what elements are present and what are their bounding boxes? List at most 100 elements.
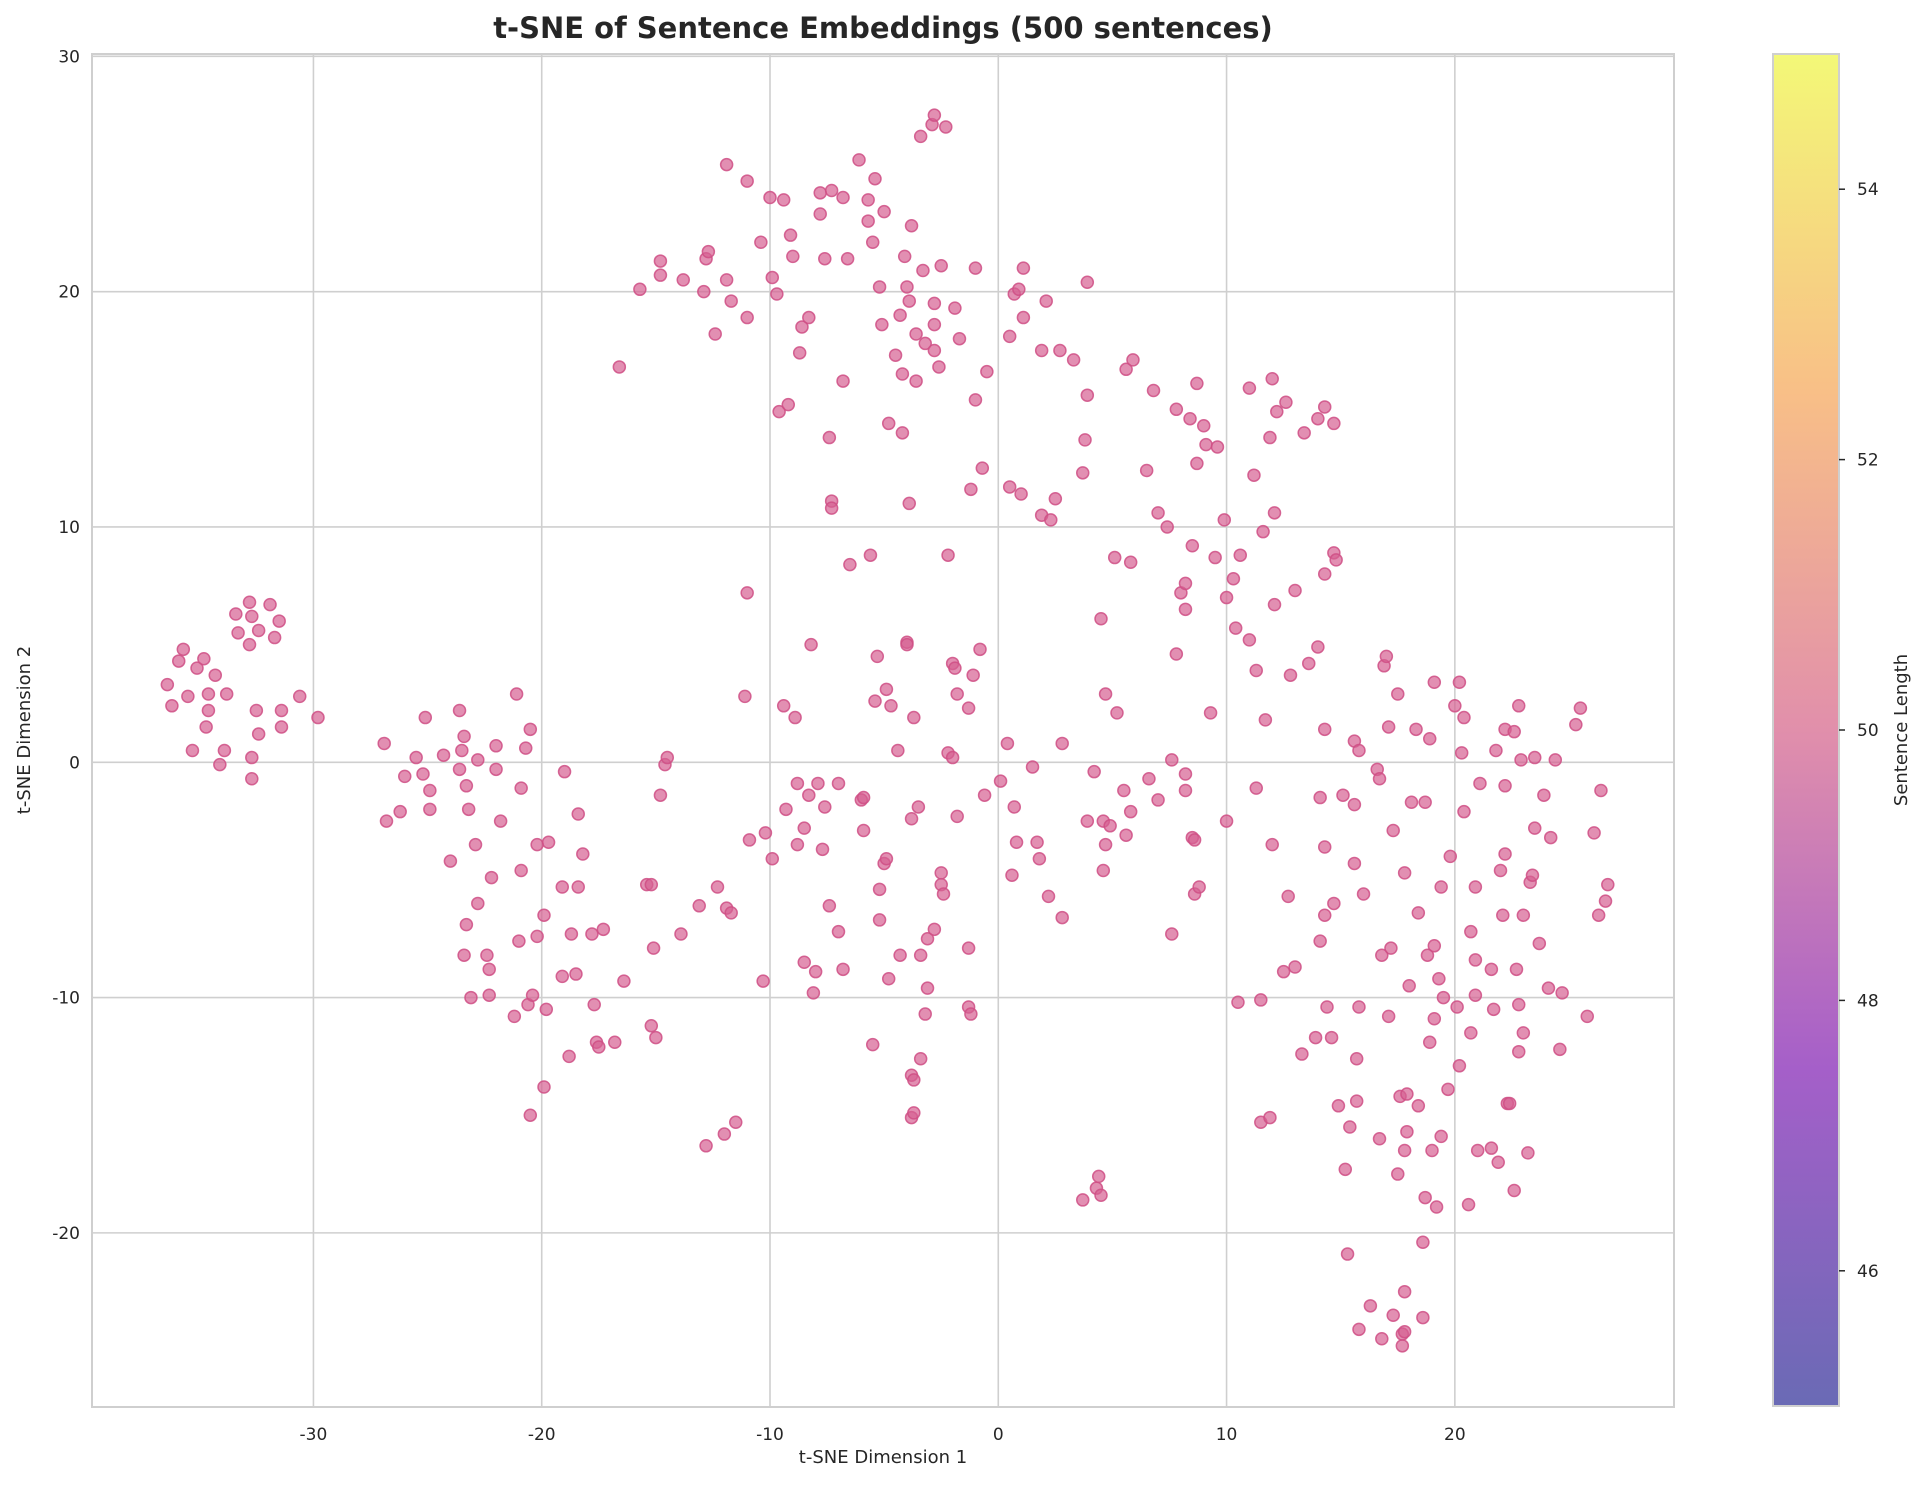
data-point bbox=[875, 317, 889, 332]
data-point bbox=[1308, 1030, 1323, 1045]
data-point bbox=[1356, 887, 1371, 901]
data-point bbox=[617, 974, 631, 988]
data-point bbox=[934, 259, 948, 273]
data-point bbox=[1527, 750, 1542, 765]
data-point bbox=[1418, 1190, 1432, 1205]
data-point bbox=[219, 687, 234, 701]
data-point bbox=[464, 990, 478, 1005]
data-point bbox=[493, 814, 508, 828]
data-point bbox=[457, 729, 471, 744]
data-point bbox=[245, 609, 259, 624]
data-point bbox=[1317, 400, 1332, 414]
data-point bbox=[1000, 736, 1015, 751]
data-point bbox=[895, 426, 910, 440]
data-point bbox=[1187, 833, 1202, 847]
data-point bbox=[950, 809, 964, 824]
data-point bbox=[1457, 804, 1471, 819]
data-point bbox=[900, 637, 914, 652]
data-point bbox=[1178, 783, 1193, 798]
data-point bbox=[190, 661, 204, 675]
x-tick: -10 bbox=[756, 1425, 784, 1445]
data-point bbox=[717, 1127, 732, 1141]
data-point bbox=[418, 710, 433, 725]
data-point bbox=[181, 689, 195, 704]
data-point bbox=[879, 682, 894, 697]
data-point bbox=[644, 1019, 659, 1033]
data-point bbox=[701, 244, 716, 259]
data-point bbox=[719, 273, 734, 287]
chart-title: t-SNE of Sentence Embeddings (500 senten… bbox=[493, 11, 1273, 45]
data-point bbox=[1016, 310, 1031, 325]
data-point bbox=[1461, 1197, 1476, 1212]
data-point bbox=[482, 962, 496, 977]
data-point bbox=[804, 637, 818, 652]
data-point bbox=[900, 280, 914, 294]
data-point bbox=[263, 597, 277, 612]
data-point bbox=[1422, 731, 1437, 746]
data-point bbox=[1386, 823, 1400, 838]
data-point bbox=[1103, 819, 1117, 833]
data-point bbox=[1098, 837, 1113, 852]
data-point bbox=[1452, 1059, 1467, 1073]
data-point bbox=[913, 948, 928, 962]
data-point bbox=[818, 251, 832, 266]
data-point bbox=[1053, 343, 1067, 358]
data-point bbox=[879, 851, 894, 866]
data-point bbox=[856, 823, 871, 838]
data-point bbox=[644, 877, 659, 892]
data-point bbox=[776, 699, 791, 713]
data-point bbox=[1080, 275, 1095, 289]
data-point bbox=[489, 762, 503, 777]
data-point bbox=[292, 689, 307, 704]
data-point bbox=[893, 308, 907, 322]
data-point bbox=[950, 687, 964, 701]
data-point bbox=[975, 461, 990, 475]
data-point bbox=[1352, 1322, 1366, 1337]
data-point bbox=[1295, 1047, 1309, 1061]
data-point bbox=[881, 416, 896, 431]
data-point bbox=[1119, 362, 1133, 377]
data-point bbox=[571, 880, 585, 894]
data-point bbox=[1532, 936, 1547, 951]
data-point bbox=[646, 941, 661, 955]
colorbar-tick: 54 bbox=[1857, 180, 1879, 200]
data-point bbox=[242, 595, 257, 610]
data-point bbox=[1217, 513, 1232, 527]
data-point bbox=[980, 364, 994, 379]
data-point bbox=[1548, 753, 1563, 767]
data-point bbox=[1196, 419, 1211, 433]
data-point bbox=[523, 1108, 538, 1122]
colorbar-tick: 50 bbox=[1857, 721, 1879, 741]
data-point bbox=[208, 668, 223, 682]
data-point bbox=[201, 687, 216, 701]
data-point bbox=[966, 668, 980, 682]
data-point bbox=[1425, 1143, 1439, 1158]
data-point bbox=[1352, 743, 1366, 758]
data-point bbox=[868, 694, 882, 708]
data-point bbox=[852, 153, 866, 167]
data-point bbox=[1427, 1011, 1442, 1026]
y-tick-labels: -20 -10 0 10 20 30 bbox=[52, 47, 80, 1244]
data-point bbox=[1160, 520, 1174, 534]
data-point bbox=[1048, 491, 1063, 506]
data-point bbox=[197, 651, 211, 666]
data-point bbox=[251, 727, 266, 741]
data-point bbox=[1514, 753, 1528, 767]
data-point bbox=[1416, 1310, 1430, 1325]
data-point bbox=[1002, 329, 1017, 344]
data-point bbox=[779, 802, 793, 817]
data-point bbox=[1493, 863, 1508, 878]
data-point bbox=[1336, 788, 1350, 802]
data-point bbox=[1521, 1146, 1535, 1160]
data-point bbox=[1420, 948, 1435, 962]
data-point bbox=[1233, 548, 1248, 562]
data-point bbox=[1311, 411, 1325, 426]
data-point bbox=[525, 988, 540, 1002]
data-point bbox=[1165, 927, 1179, 941]
data-point bbox=[468, 837, 483, 852]
data-point bbox=[562, 1049, 576, 1064]
data-point bbox=[840, 251, 855, 266]
data-point bbox=[1397, 1284, 1412, 1299]
data-point bbox=[1066, 353, 1081, 367]
